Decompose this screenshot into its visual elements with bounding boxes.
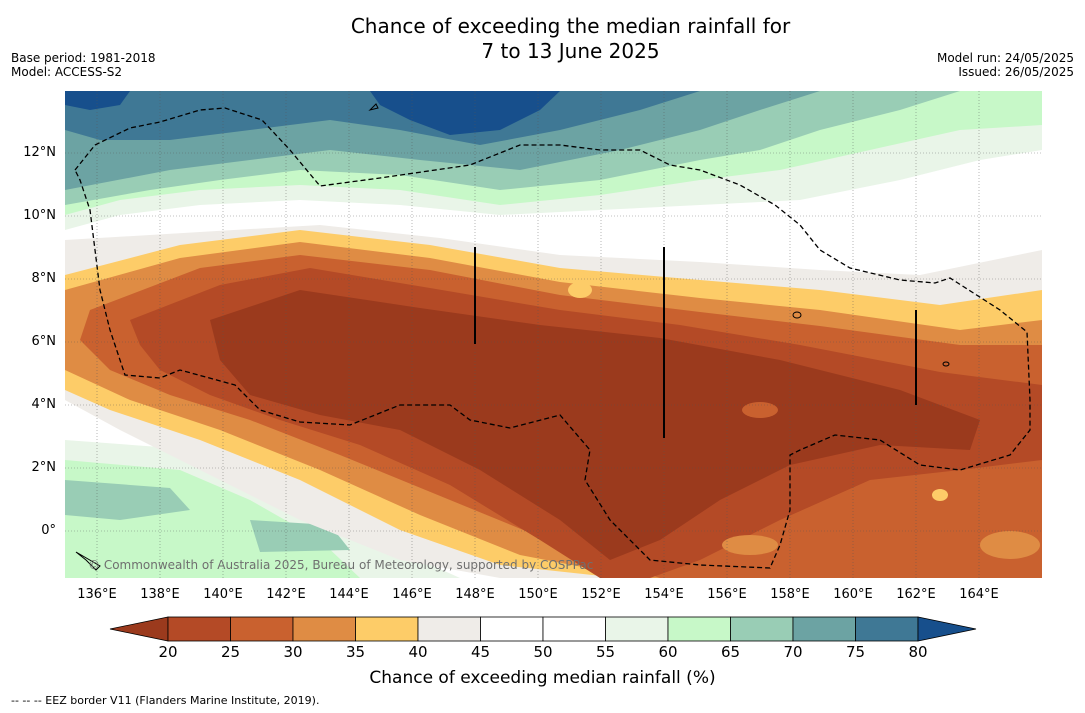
longitude-label: 140°E [203,587,243,602]
longitude-label: 156°E [707,587,747,602]
issued-date: Issued: 26/05/2025 [958,65,1074,79]
eez-border [74,107,1031,569]
latitude-label: 2°N [31,460,57,475]
longitude-label: 154°E [644,587,684,602]
longitude-label: 162°E [896,587,936,602]
model-name: Model: ACCESS-S2 [11,65,123,79]
latitude-label: 0° [41,523,56,538]
colorbar-tick-label: 60 [658,643,678,661]
colorbar-tick-label: 40 [408,643,428,661]
meta-left: Base period: 1981-2018 Model: ACCESS-S2 [11,51,156,79]
title-line-1: Chance of exceeding the median rainfall … [350,14,791,38]
latitude-label: 12°N [23,145,56,160]
latitude-label: 4°N [31,397,57,412]
colorbar-tick-label: 25 [220,643,241,661]
latitude-label: 10°N [23,208,56,223]
island-outlines [75,103,950,571]
latitude-label: 8°N [31,271,57,286]
longitude-label: 164°E [959,587,999,602]
longitude-label: 160°E [833,587,873,602]
map-title: Chance of exceeding the median rainfall … [0,14,1085,64]
colorbar-tick-label: 50 [533,643,553,661]
meta-right: Model run: 24/05/2025 Issued: 26/05/2025 [937,51,1074,79]
copyright-notice: © Commonwealth of Australia 2025, Bureau… [88,558,594,572]
longitude-label: 136°E [77,587,117,602]
longitude-label: 146°E [392,587,432,602]
title-line-2: 7 to 13 June 2025 [481,39,660,63]
colorbar-tick-label: 30 [283,643,303,661]
eez-legend-note: -- -- -- EEZ border V11 (Flanders Marine… [11,694,320,707]
latitude-label: 6°N [31,334,57,349]
longitude-label: 152°E [581,587,621,602]
colorbar-tick-label: 75 [845,643,866,661]
colorbar-label: Chance of exceeding median rainfall (%) [369,668,716,688]
longitude-label: 158°E [770,587,810,602]
colorbar-tick-label: 20 [158,643,178,661]
base-period: Base period: 1981-2018 [11,51,156,65]
longitude-label: 148°E [455,587,495,602]
longitude-label: 138°E [140,587,180,602]
longitude-label: 142°E [266,587,306,602]
colorbar-tick-label: 55 [595,643,616,661]
model-run: Model run: 24/05/2025 [936,51,1074,65]
colorbar-tick-label: 65 [720,643,741,661]
colorbar-tick-label: 70 [783,643,803,661]
colorbar-tick-label: 80 [908,643,928,661]
longitude-label: 150°E [518,587,558,602]
longitude-label: 144°E [329,587,369,602]
vertical-boundary-lines [474,247,917,438]
colorbar-tick-label: 45 [470,643,491,661]
probability-fields [65,91,1042,578]
colorbar-tick-label: 35 [345,643,366,661]
